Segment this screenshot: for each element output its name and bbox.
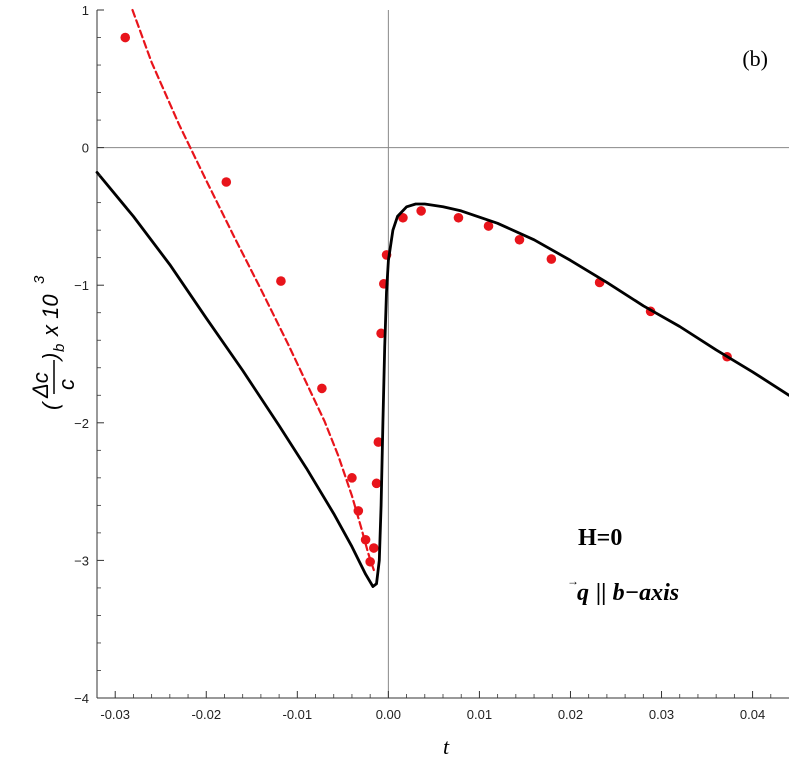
y-tick-label: −2 — [74, 416, 89, 431]
y-axis-title-paren-close: ) — [38, 353, 63, 363]
series-layer — [95, 8, 789, 588]
panel-label: (b) — [742, 46, 768, 71]
data-point — [373, 437, 384, 447]
x-tick-label: 0.00 — [376, 707, 401, 722]
x-tick-label: -0.01 — [282, 707, 312, 722]
ticks-layer: -0.03 -0.02 -0.01 0.00 0.01 0.02 0.03 0.04 1 0 −1 −… — [74, 3, 772, 722]
data-point — [483, 221, 494, 231]
data-point — [276, 276, 286, 286]
data-point — [371, 478, 382, 489]
x-tick-label: 0.02 — [558, 707, 583, 722]
x-axis-title: t — [443, 734, 450, 759]
data-point — [120, 32, 131, 43]
data-point — [416, 206, 426, 216]
x-tick-label: -0.02 — [191, 707, 221, 722]
data-point — [221, 177, 232, 187]
y-axis-title-factor: x 10 — [38, 294, 63, 337]
data-point — [369, 543, 379, 553]
data-point — [453, 212, 464, 223]
vector-arrow-icon: → — [567, 574, 579, 588]
y-tick-label: −1 — [74, 278, 89, 293]
y-axis-title-subscript: b — [51, 344, 68, 352]
y-tick-label: 1 — [82, 3, 89, 18]
y-axis-title-paren-open: ( — [38, 400, 63, 410]
axes-layer — [96, 10, 789, 699]
y-axis-title-exponent: 3 — [31, 275, 48, 284]
y-axis-title-denominator: c — [54, 379, 79, 390]
data-point — [376, 328, 386, 339]
data-point — [317, 383, 327, 394]
annotation-q-axis: → q || b−axis — [567, 574, 679, 606]
solid-theory-line — [95, 171, 789, 588]
data-point — [514, 234, 525, 245]
x-tick-label: -0.03 — [100, 707, 130, 722]
y-axis-title-numerator: Δc — [28, 372, 53, 399]
x-tick-label: 0.03 — [649, 707, 674, 722]
annotation-q-symbol: q — [577, 580, 589, 606]
x-tick-label: 0.04 — [740, 707, 765, 722]
data-point — [347, 473, 357, 483]
y-tick-label: 0 — [82, 141, 89, 156]
data-point — [398, 212, 408, 223]
y-axis-title: Δc ( c ) b x 10 3 — [28, 275, 79, 410]
y-tick-label: −4 — [74, 691, 89, 706]
data-point — [546, 254, 557, 264]
annotation-q-text: || b−axis — [590, 580, 679, 606]
annotation-field: H=0 — [578, 525, 622, 551]
x-tick-label: 0.01 — [467, 707, 492, 722]
dashed-fit-line — [131, 8, 375, 572]
y-tick-label: −3 — [74, 553, 89, 568]
